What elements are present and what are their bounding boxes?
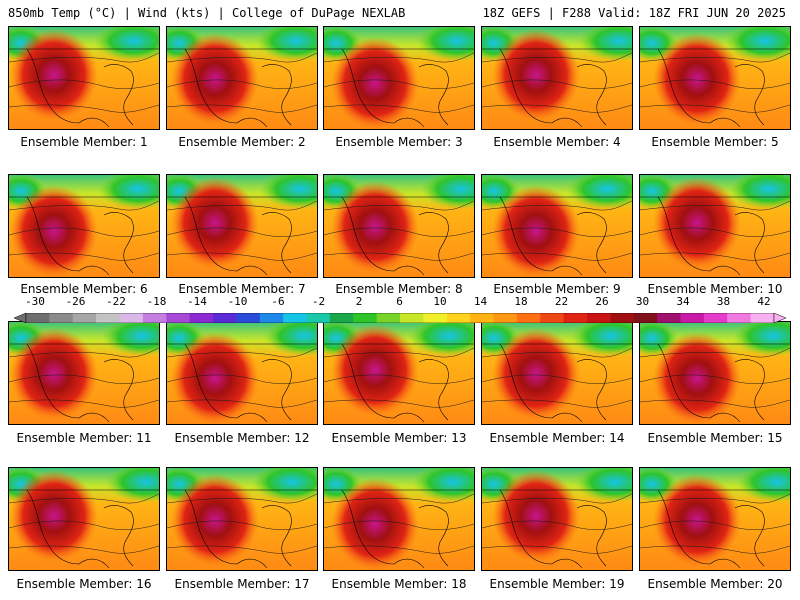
colorbar-bin [470, 313, 494, 323]
colorbar-tick-label: 38 [716, 295, 731, 308]
ensemble-member-label: Ensemble Member: 20 [647, 577, 783, 591]
colorbar-tick-label: 26 [595, 295, 609, 308]
colorbar-bin [493, 313, 518, 323]
colorbar-bin [213, 313, 237, 323]
colorbar-bin [423, 313, 448, 323]
colorbar-bin [26, 313, 50, 323]
colorbar-bin [259, 313, 284, 323]
ensemble-member-map [166, 26, 318, 130]
colorbar-bin [657, 313, 681, 323]
colorbar-bin [540, 313, 565, 323]
ensemble-member-label: Ensemble Member: 10 [647, 282, 783, 296]
ensemble-member-label: Ensemble Member: 8 [335, 282, 463, 296]
colorbar-tick-label: -30 [25, 295, 45, 308]
ensemble-member-label: Ensemble Member: 17 [174, 577, 310, 591]
colorbar-bin [49, 313, 74, 323]
ensemble-member-map [323, 26, 475, 130]
ensemble-member-label: Ensemble Member: 2 [178, 135, 306, 149]
colorbar-bin [329, 313, 354, 323]
colorbar-bin [353, 313, 378, 323]
colorbar-tick-label: -2 [311, 295, 326, 308]
header-run-info: 18Z GEFS | F288 Valid: 18Z FRI JUN 20 20… [482, 6, 786, 20]
ensemble-member-label: Ensemble Member: 12 [174, 431, 310, 445]
colorbar-tick-label: 10 [433, 295, 447, 308]
colorbar-bin [166, 313, 191, 323]
ensemble-member-label: Ensemble Member: 1 [20, 135, 148, 149]
ensemble-member-label: Ensemble Member: 6 [20, 282, 148, 296]
ensemble-member-label: Ensemble Member: 4 [493, 135, 621, 149]
colorbar-tick-label: 42 [757, 295, 771, 308]
ensemble-member-map [639, 321, 791, 425]
colorbar-bin [446, 313, 471, 323]
ensemble-member-map [8, 467, 160, 571]
colorbar-bin [189, 313, 214, 323]
colorbar-bin [680, 313, 705, 323]
colorbar-bin [633, 313, 658, 323]
colorbar-bin [236, 313, 261, 323]
ensemble-member-map [8, 321, 160, 425]
colorbar-bin [587, 313, 611, 323]
colorbar-tick-label: 18 [514, 295, 528, 308]
ensemble-member-map [323, 321, 475, 425]
ensemble-member-map [639, 467, 791, 571]
colorbar-tick-label: -18 [146, 295, 167, 308]
ensemble-member-map [323, 174, 475, 278]
colorbar-bin [563, 313, 588, 323]
colorbar-tick-label: 6 [396, 295, 403, 308]
colorbar-bin [283, 313, 307, 323]
ensemble-member-map [8, 26, 160, 130]
colorbar-bin [400, 313, 424, 323]
ensemble-member-map [166, 174, 318, 278]
colorbar-tick-label: 2 [355, 295, 363, 308]
colorbar-tick-label: -26 [65, 295, 86, 308]
ensemble-member-label: Ensemble Member: 14 [489, 431, 625, 445]
colorbar-bin [96, 313, 120, 323]
colorbar-tick-label: -10 [227, 295, 248, 308]
ensemble-member-map [639, 26, 791, 130]
colorbar-tick-label: 30 [635, 295, 650, 308]
colorbar-tick-label: -14 [187, 295, 207, 308]
ensemble-member-label: Ensemble Member: 19 [489, 577, 625, 591]
ensemble-member-map [166, 467, 318, 571]
temperature-colorbar [13, 308, 787, 324]
ensemble-member-map [166, 321, 318, 425]
ensemble-member-label: Ensemble Member: 5 [651, 135, 779, 149]
ensemble-member-map [481, 26, 633, 130]
ensemble-member-label: Ensemble Member: 16 [16, 577, 152, 591]
colorbar-bin [610, 313, 635, 323]
ensemble-member-label: Ensemble Member: 9 [493, 282, 621, 296]
ensemble-member-label: Ensemble Member: 15 [647, 431, 783, 445]
colorbar-bin [142, 313, 167, 323]
ensemble-member-label: Ensemble Member: 3 [335, 135, 463, 149]
colorbar-bin [72, 313, 97, 323]
ensemble-member-label: Ensemble Member: 11 [16, 431, 152, 445]
colorbar-bin [306, 313, 331, 323]
colorbar-bin [703, 313, 728, 323]
colorbar-tick-label: -22 [106, 295, 126, 308]
ensemble-member-label: Ensemble Member: 18 [331, 577, 467, 591]
colorbar-bin [119, 313, 144, 323]
colorbar-bin [516, 313, 541, 323]
ensemble-member-map [639, 174, 791, 278]
colorbar-bin [750, 313, 775, 323]
ensemble-member-label: Ensemble Member: 7 [178, 282, 306, 296]
colorbar-bin [727, 313, 752, 323]
ensemble-member-label: Ensemble Member: 13 [331, 431, 467, 445]
ensemble-member-map [481, 321, 633, 425]
colorbar-tick-label: 22 [554, 295, 569, 308]
colorbar-tick-label: 14 [473, 295, 488, 308]
colorbar-tick-label: 34 [676, 295, 690, 308]
ensemble-member-map [323, 467, 475, 571]
ensemble-member-map [481, 174, 633, 278]
ensemble-member-map [8, 174, 160, 278]
ensemble-member-map [481, 467, 633, 571]
colorbar-bin [376, 313, 401, 323]
header-title: 850mb Temp (°C) | Wind (kts) | College o… [8, 6, 406, 20]
colorbar-tick-label: -6 [271, 295, 285, 308]
